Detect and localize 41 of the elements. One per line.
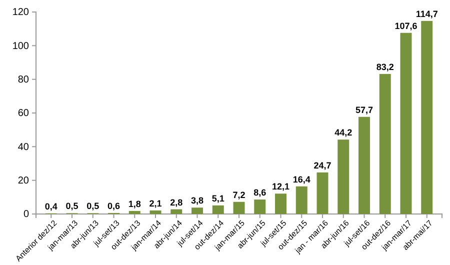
data-label: 2,1	[149, 198, 162, 208]
bar	[192, 208, 203, 214]
data-label: 114,7	[416, 8, 438, 19]
data-label: 3,8	[190, 196, 204, 206]
bar	[275, 194, 286, 214]
y-tick-label: 100	[12, 40, 30, 52]
data-label: 24,7	[314, 160, 332, 170]
bar	[254, 200, 266, 214]
y-tick-label: 20	[18, 176, 30, 187]
y-tick-label: 40	[18, 142, 30, 153]
y-tick-label: 0	[23, 209, 30, 220]
data-label: 8,6	[254, 188, 266, 198]
data-label: 44,2	[334, 128, 352, 138]
data-label: 5,1	[212, 193, 224, 204]
data-label: 1,8	[128, 198, 141, 209]
data-label: 0,4	[44, 201, 58, 212]
bar	[358, 116, 370, 214]
y-tick-label: 60	[18, 108, 30, 120]
data-label: 83,2	[376, 62, 394, 72]
bar	[170, 209, 182, 214]
bar	[421, 20, 433, 214]
bar	[400, 32, 412, 214]
bar	[379, 74, 391, 214]
bar	[316, 172, 328, 214]
data-label: 57,7	[355, 104, 374, 115]
bar	[296, 186, 308, 214]
data-label: 16,4	[292, 174, 310, 184]
data-label: 12,1	[272, 182, 290, 192]
data-label: 0,5	[66, 201, 78, 212]
data-label: 107,6	[394, 20, 418, 31]
bar	[128, 210, 140, 214]
data-label: 0,5	[86, 201, 100, 212]
bar	[338, 140, 350, 214]
data-label: 2,8	[170, 197, 183, 208]
bar	[233, 202, 245, 214]
bar	[212, 205, 224, 214]
bar	[150, 210, 162, 214]
data-label: 7,2	[232, 190, 246, 200]
y-tick-label: 80	[18, 74, 30, 86]
y-tick-label: 120	[12, 7, 30, 18]
data-label: 0,6	[108, 200, 120, 211]
